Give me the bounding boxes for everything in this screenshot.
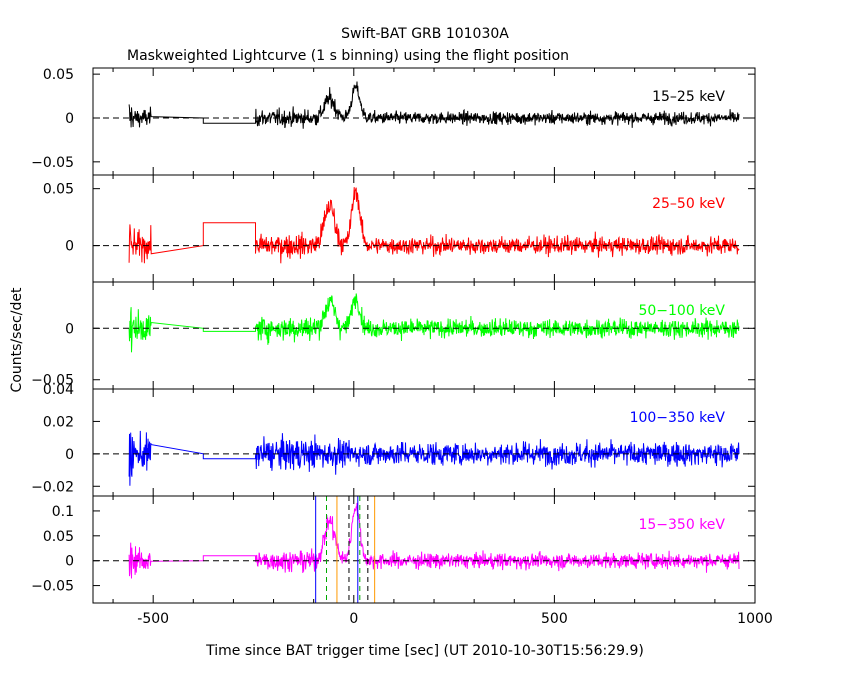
y-tick-label: 0.02	[43, 414, 74, 430]
band-label-1: 15–25 keV	[652, 89, 725, 105]
x-tick-label: -500	[137, 611, 169, 627]
band-label-2: 25–50 keV	[652, 196, 725, 212]
panel-frame-2	[92, 174, 756, 283]
y-tick-label: 0	[65, 554, 74, 570]
y-tick-label: 0.05	[43, 182, 74, 198]
x-tick-label: 1000	[737, 611, 773, 627]
panel-frame-4	[92, 388, 756, 497]
y-axis-label: Counts/sec/det	[9, 287, 25, 392]
y-tick-label: −0.05	[31, 155, 74, 171]
x-tick-label: 0	[349, 611, 358, 627]
y-tick-label: −0.05	[31, 373, 74, 389]
x-axis-label: Time since BAT trigger time [sec] (UT 20…	[205, 643, 644, 659]
band-label-3: 50−100 keV	[638, 303, 725, 319]
chart-title: Swift-BAT GRB 101030A	[341, 26, 509, 42]
series-line-4	[128, 430, 740, 486]
y-tick-label: 0	[65, 239, 74, 255]
y-tick-label: 0.04	[43, 382, 74, 398]
y-tick-label: 0	[65, 321, 74, 337]
y-tick-label: 0	[65, 111, 74, 127]
x-tick-label: 500	[541, 611, 568, 627]
y-tick-label: 0.1	[52, 504, 74, 520]
band-label-5: 15−350 keV	[638, 517, 725, 533]
chart-subtitle: Maskweighted Lightcurve (1 s binning) us…	[127, 48, 569, 64]
band-label-4: 100−350 keV	[630, 410, 726, 426]
series-line-5	[128, 502, 740, 579]
y-tick-label: 0.05	[43, 67, 74, 83]
panel-frame-3	[92, 281, 756, 390]
y-tick-label: 0.05	[43, 529, 74, 545]
panel-frame-5	[92, 495, 756, 604]
y-tick-label: 0	[65, 447, 74, 463]
series-line-2	[128, 187, 740, 264]
panels-group: −0.05 0 0.05 15–25 keV 0 0.05 25–50 keV −0.05 0 5…	[31, 67, 773, 627]
series-line-3	[128, 293, 740, 353]
y-tick-label: −0.02	[31, 479, 74, 495]
series-line-1	[128, 81, 740, 129]
y-tick-label: −0.05	[31, 579, 74, 595]
